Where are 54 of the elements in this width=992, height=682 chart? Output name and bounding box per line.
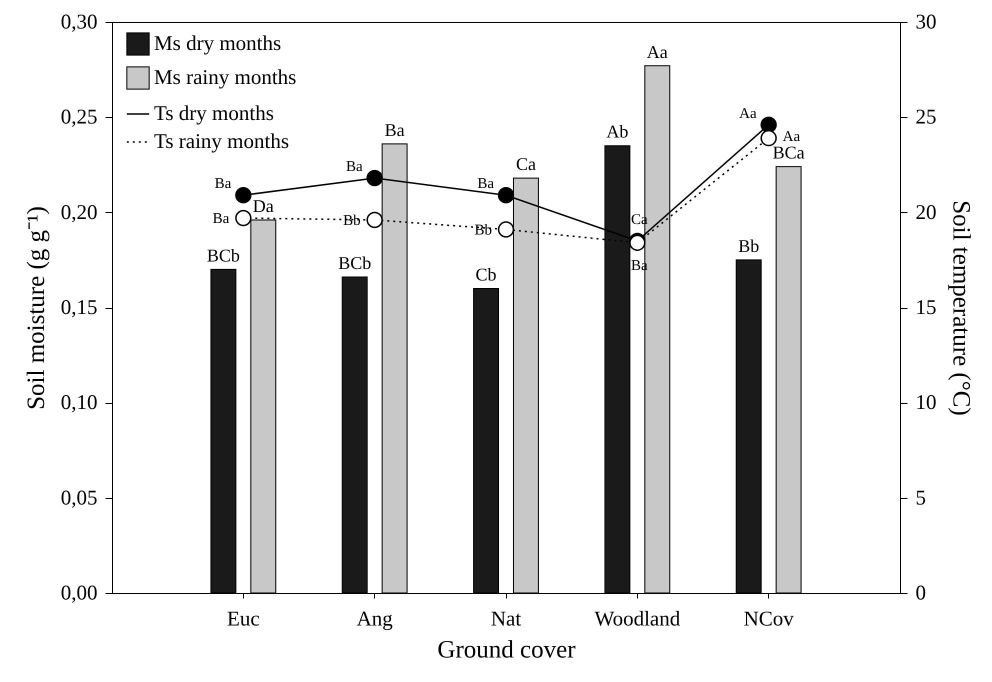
x-tick-label: Nat (490, 606, 522, 630)
y-tick-label: 0,20 (60, 200, 98, 224)
y2-tick-label: 15 (916, 295, 936, 319)
data-label: Ca (516, 154, 536, 174)
y-tick-label: 0,00 (60, 580, 98, 604)
y-tick-label: 0,30 (60, 10, 98, 34)
data-label: BCb (338, 253, 372, 274)
data-label: BCa (772, 142, 805, 163)
y2-tick-label: 30 (916, 10, 936, 34)
y-tick-label: 0,15 (60, 295, 98, 319)
x-axis-title: Ground cover (437, 636, 576, 664)
legend-label: Ts dry months (154, 101, 274, 125)
x-tick-label: Ang (356, 606, 394, 630)
y2-tick-label: 10 (916, 390, 936, 414)
data-label: Ba (384, 120, 405, 140)
data-label: Aa (739, 106, 757, 122)
bar (473, 288, 500, 594)
data-label: Ba (212, 211, 230, 228)
x-tick-label: Woodland (594, 606, 681, 630)
data-label: Ba (214, 176, 232, 192)
data-label: Ab (606, 122, 628, 142)
bar (736, 259, 762, 594)
x-tick-label: Euc (227, 606, 260, 630)
data-label: Cb (476, 264, 497, 284)
y-axis-title: Soil moisture (g g⁻¹) (22, 206, 50, 410)
y2-tick-label: 20 (916, 200, 936, 224)
point (366, 170, 383, 186)
legend-label: Ts rainy months (154, 129, 290, 153)
data-label: Ba (477, 176, 494, 192)
x-tick-label: NCov (744, 606, 794, 630)
data-label: Bb (738, 236, 760, 256)
point (760, 116, 777, 133)
point (235, 187, 252, 204)
data-label: Da (252, 196, 274, 216)
data-label: Aa (646, 42, 668, 62)
y2-tick-label: 5 (916, 485, 926, 510)
y2-tick-label: 0 (916, 580, 926, 604)
point (498, 187, 514, 204)
bar (776, 166, 802, 594)
data-label: Aa (782, 129, 800, 146)
y-tick-label: 0,05 (60, 485, 98, 510)
bar (342, 276, 368, 594)
data-label: Ba (346, 159, 363, 176)
data-label: Bb (343, 212, 361, 229)
data-label: Bb (474, 222, 492, 238)
bar (210, 268, 236, 594)
point (366, 212, 383, 228)
y-tick-label: 0,25 (60, 104, 98, 129)
y-tick-label: 0,10 (60, 390, 98, 414)
legend-label: Ms rainy months (154, 65, 296, 89)
legend-label: Ms dry months (154, 31, 282, 55)
y2-axis-title: Soil temperature (°C) (948, 200, 974, 416)
y2-tick-label: 25 (916, 104, 936, 129)
data-label: BCb (206, 245, 240, 266)
